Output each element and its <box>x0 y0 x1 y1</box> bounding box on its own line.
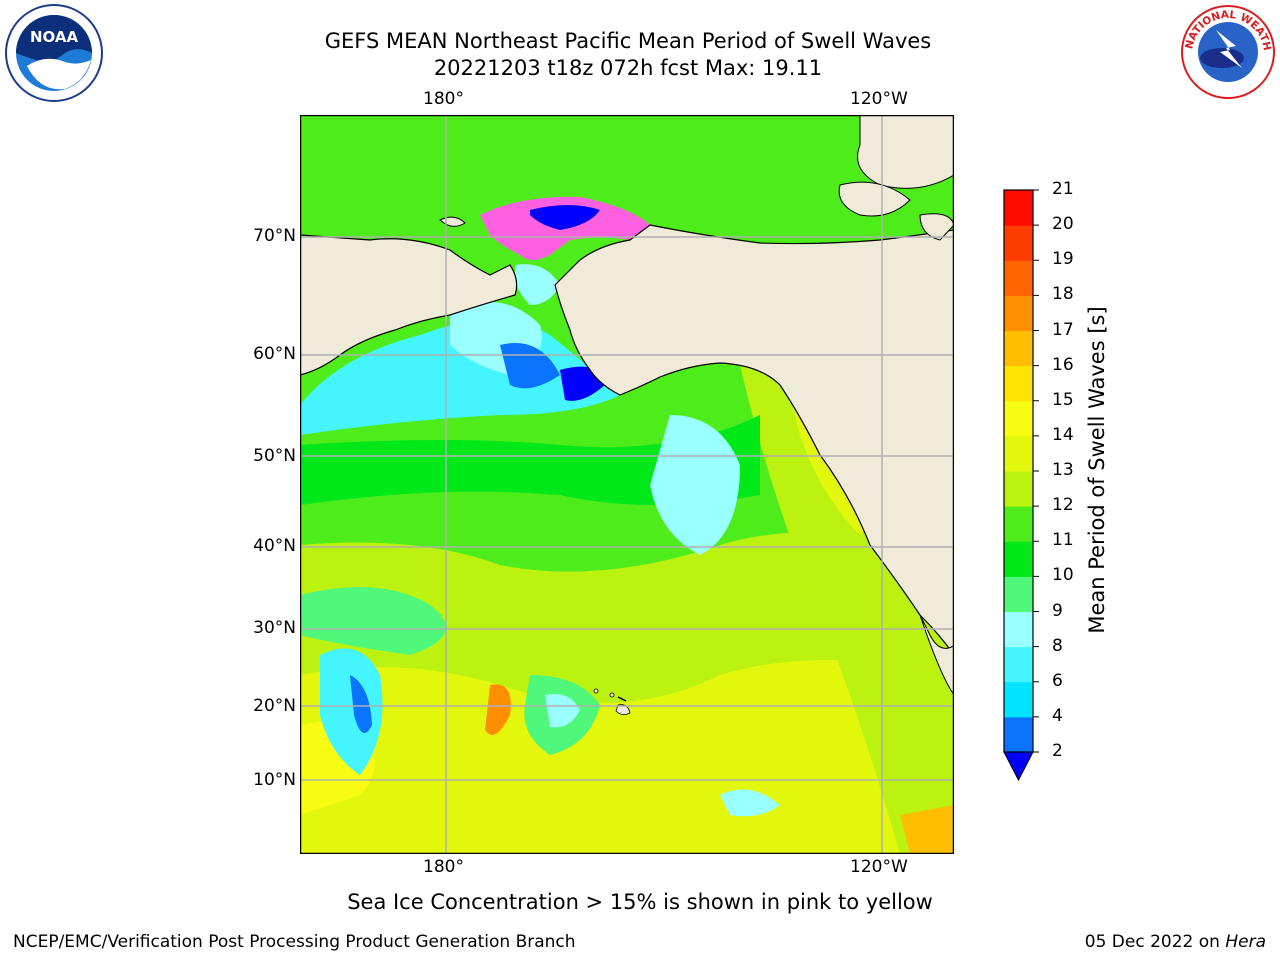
colorbar-tick-label: 13 <box>1052 460 1074 480</box>
swell-zone-north <box>300 415 760 505</box>
colorbar-band <box>1004 330 1033 367</box>
colorbar-band <box>1004 435 1033 472</box>
colorbar-band <box>1004 365 1033 402</box>
colorbar-band <box>1004 190 1033 226</box>
colorbar-tick-label: 18 <box>1052 284 1074 305</box>
colorbar-tick-label: 4 <box>1052 705 1063 726</box>
colorbar-band <box>1004 471 1033 507</box>
lat-label-10n: 10°N <box>253 770 296 790</box>
colorbar-tick-label: 16 <box>1052 354 1074 375</box>
colorbar-band <box>1004 541 1033 577</box>
lon-label-bottom-180: 180° <box>423 857 464 877</box>
colorbar-tick-label: 10 <box>1052 565 1074 586</box>
noaa-logo: NOAA <box>5 4 103 102</box>
swell-period-map <box>299 114 955 855</box>
swell-zone-high-period <box>485 684 511 735</box>
colorbar-band <box>1004 225 1033 261</box>
colorbar-band <box>1004 576 1033 612</box>
lat-label-60n: 60°N <box>253 344 296 364</box>
colorbar-tick-label: 12 <box>1052 495 1074 516</box>
footer-host: Hera <box>1225 932 1266 952</box>
footer-date: 05 Dec 2022 on Hera <box>1085 932 1266 952</box>
colorbar-tick-label: 21 <box>1052 179 1074 199</box>
swell-zone-subtropic <box>300 660 954 854</box>
map-subtitle: 20221203 t18z 072h fcst Max: 19.11 <box>433 56 823 80</box>
colorbar-band <box>1004 681 1033 718</box>
colorbar-tick-label: 19 <box>1052 249 1074 270</box>
swell-zone-low-period-1 <box>650 415 740 555</box>
colorbar-label: Mean Period of Swell Waves [s] <box>1085 306 1109 634</box>
map-frame <box>299 114 955 855</box>
colorbar-band <box>1004 400 1033 437</box>
colorbar-band <box>1004 260 1033 296</box>
colorbar-band <box>1004 716 1033 753</box>
colorbar-tick-label: 20 <box>1052 214 1074 235</box>
colorbar-band <box>1004 506 1033 542</box>
sea-ice-caption: Sea Ice Concentration > 15% is shown in … <box>347 890 933 914</box>
colorbar-extend-arrow <box>1003 751 1034 782</box>
lon-label-top-120w: 120°W <box>850 89 908 109</box>
north-america-land <box>554 224 954 657</box>
nws-logo: NATIONAL WEATHER SERVICE <box>1174 0 1278 102</box>
map-title: GEFS MEAN Northeast Pacific Mean Period … <box>324 29 932 53</box>
colorbar-tick-label: 14 <box>1052 424 1074 445</box>
colorbar-tick-label: 2 <box>1052 741 1063 761</box>
arctic-islands <box>857 115 954 189</box>
colorbar-tick-label: 8 <box>1052 635 1063 656</box>
lat-label-30n: 30°N <box>253 618 296 638</box>
colorbar-band <box>1004 611 1033 648</box>
colorbar-band <box>1004 646 1033 683</box>
swell-zone-low-period-2 <box>320 648 383 775</box>
siberia-land <box>300 234 518 376</box>
swell-zone-east <box>740 363 954 854</box>
colorbar <box>1000 186 1040 786</box>
lat-label-40n: 40°N <box>253 536 296 556</box>
colorbar-tick-label: 17 <box>1052 319 1074 340</box>
bering-sea-field <box>300 320 620 435</box>
footer-date-text: 05 Dec 2022 on <box>1084 932 1226 952</box>
lon-label-bottom-120w: 120°W <box>850 857 908 877</box>
lat-label-70n: 70°N <box>253 226 296 246</box>
lat-label-50n: 50°N <box>253 446 296 466</box>
colorbar-band <box>1004 295 1033 331</box>
footer-branch: NCEP/EMC/Verification Post Processing Pr… <box>13 932 576 952</box>
lat-label-20n: 20°N <box>253 696 296 716</box>
svg-text:NOAA: NOAA <box>30 28 79 46</box>
swell-zone-west <box>300 587 446 655</box>
graticule <box>300 115 954 854</box>
hawaii-islands <box>593 688 631 715</box>
colorbar-tick-label: 11 <box>1052 530 1074 551</box>
lon-label-top-180: 180° <box>423 89 464 109</box>
colorbar-tick-label: 6 <box>1052 670 1063 691</box>
colorbar-tick-label: 9 <box>1052 600 1063 621</box>
colorbar-tick-label: 15 <box>1052 389 1074 410</box>
